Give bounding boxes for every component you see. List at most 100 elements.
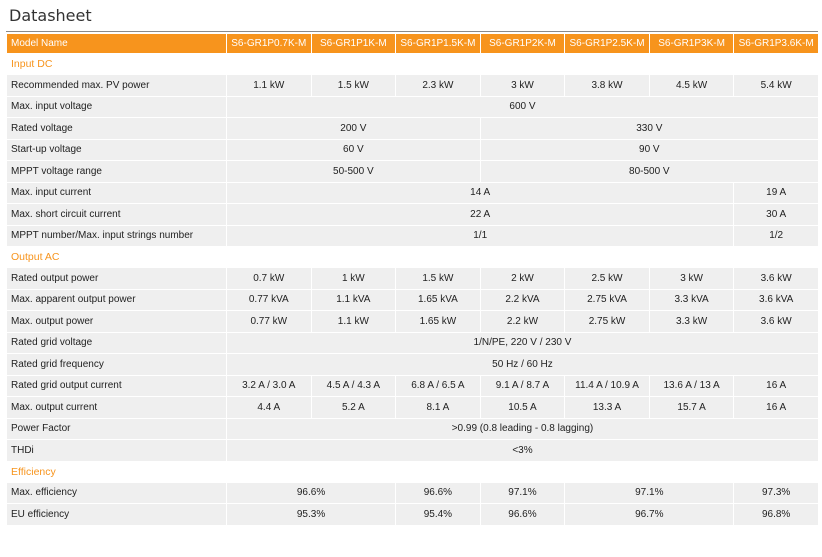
value-cell: <3% [226, 439, 819, 462]
value-cell: 1.1 kW [310, 310, 397, 333]
value-cell: 330 V [479, 117, 819, 140]
table-row: THDi <3% [6, 439, 819, 462]
value-cell: 96.7% [564, 503, 735, 526]
value-cell: >0.99 (0.8 leading - 0.8 lagging) [226, 417, 819, 440]
value-cell: 1/N/PE, 220 V / 230 V [226, 331, 819, 354]
table-row: Max. input voltage 600 V [6, 95, 819, 118]
section-title: Output AC [6, 246, 819, 268]
row-label: Rated grid output current [6, 374, 227, 397]
row-label: Start-up voltage [6, 138, 227, 161]
value-cell: 1.5 kW [395, 267, 481, 290]
section-header-row: Efficiency [6, 460, 819, 483]
value-cell: 2.75 kVA [564, 288, 650, 311]
table-row: Max. efficiency 96.6% 96.6% 97.1% 97.1% 97.3% [6, 481, 819, 504]
value-cell: 50-500 V [226, 160, 481, 183]
value-cell: 5.4 kW [733, 74, 819, 97]
value-cell: 600 V [226, 95, 819, 118]
section-header-row: Input DC [6, 53, 819, 75]
row-label: Rated voltage [6, 117, 227, 140]
table-row: Rated output power 0.7 kW 1 kW 1.5 kW 2 kW 2.… [6, 267, 819, 290]
value-cell: 0.77 kVA [226, 288, 312, 311]
value-cell: 22 A [225, 203, 735, 226]
row-label: MPPT number/Max. input strings number [6, 224, 227, 247]
value-cell: 3.6 kVA [733, 288, 819, 311]
value-cell: 1.1 kVA [310, 288, 397, 311]
section-title: Efficiency [6, 460, 819, 483]
value-cell: 96.6% [479, 503, 566, 526]
row-label: EU efficiency [6, 503, 227, 526]
row-label: MPPT voltage range [6, 160, 227, 183]
value-cell: 3.6 kW [733, 310, 819, 333]
title-divider [6, 31, 818, 32]
table-row: Start-up voltage 60 V 90 V [6, 138, 819, 161]
value-cell: 80-500 V [479, 160, 819, 183]
value-cell: 9.1 A / 8.7 A [479, 374, 566, 397]
row-label: Max. short circuit current [6, 203, 227, 226]
value-cell: 6.8 A / 6.5 A [395, 374, 481, 397]
value-cell: 14 A [225, 181, 735, 204]
table-row: Rated grid frequency 50 Hz / 60 Hz [6, 353, 819, 376]
row-label: Rated output power [6, 267, 227, 290]
value-cell: 0.7 kW [226, 267, 312, 290]
table-row: Max. apparent output power 0.77 kVA 1.1 kV… [6, 288, 819, 311]
model-column-header: S6-GR1P1K-M [310, 33, 397, 54]
value-cell: 1.65 kW [395, 310, 481, 333]
value-cell: 4.5 kW [648, 74, 735, 97]
table-body: Input DC Recommended max. PV power 1.1 kW 1… [6, 53, 819, 526]
model-column-header: S6-GR1P0.7K-M [226, 33, 312, 54]
value-cell: 2.5 kW [564, 267, 650, 290]
value-cell: 95.4% [395, 503, 481, 526]
row-label: Max. output power [6, 310, 227, 333]
table-row: Max. input current 14 A 19 A [6, 181, 819, 204]
value-cell: 1 kW [310, 267, 397, 290]
value-cell: 96.6% [395, 481, 481, 504]
value-cell: 1/1 [225, 224, 735, 247]
value-cell: 1/2 [733, 224, 819, 247]
value-cell: 10.5 A [479, 396, 566, 419]
value-cell: 60 V [226, 138, 481, 161]
model-column-header: S6-GR1P3.6K-M [733, 33, 819, 54]
row-label: Power Factor [6, 417, 227, 440]
value-cell: 3 kW [648, 267, 735, 290]
table-row: Max. short circuit current 22 A 30 A [6, 203, 819, 226]
value-cell: 0.77 kW [226, 310, 312, 333]
table-row: Rated grid output current 3.2 A / 3.0 A 4.… [6, 374, 819, 397]
table-row: Recommended max. PV power 1.1 kW 1.5 kW 2.3… [6, 74, 819, 97]
value-cell: 95.3% [225, 503, 397, 526]
value-cell: 3.3 kW [648, 310, 735, 333]
value-cell: 3 kW [479, 74, 566, 97]
model-column-header: S6-GR1P2.5K-M [564, 33, 650, 54]
value-cell: 2.2 kW [479, 310, 566, 333]
value-cell: 90 V [479, 138, 819, 161]
section-title: Input DC [6, 53, 819, 75]
row-label: Max. output current [6, 396, 227, 419]
table-row: Rated voltage 200 V 330 V [6, 117, 819, 140]
value-cell: 30 A [733, 203, 819, 226]
value-cell: 200 V [226, 117, 481, 140]
value-cell: 3.3 kVA [648, 288, 735, 311]
table-row: EU efficiency 95.3% 95.4% 96.6% 96.7% 96.8% [6, 503, 819, 526]
value-cell: 13.6 A / 13 A [648, 374, 735, 397]
value-cell: 16 A [733, 374, 819, 397]
value-cell: 3.2 A / 3.0 A [226, 374, 312, 397]
value-cell: 16 A [733, 396, 819, 419]
row-label: Recommended max. PV power [6, 74, 227, 97]
row-label: Rated grid voltage [6, 331, 227, 354]
table-header-row: Model Name S6-GR1P0.7K-M S6-GR1P1K-M S6-… [6, 33, 819, 54]
value-cell: 13.3 A [564, 396, 650, 419]
table-row: MPPT voltage range 50-500 V 80-500 V [6, 160, 819, 183]
row-label: Rated grid frequency [6, 353, 227, 376]
section-header-row: Output AC [6, 246, 819, 268]
value-cell: 3.6 kW [733, 267, 819, 290]
page-title: Datasheet [9, 6, 92, 25]
table-row: Max. output power 0.77 kW 1.1 kW 1.65 kW 2.2… [6, 310, 819, 333]
value-cell: 4.4 A [226, 396, 312, 419]
value-cell: 97.1% [564, 481, 735, 504]
row-label: THDi [6, 439, 227, 462]
value-cell: 5.2 A [310, 396, 397, 419]
value-cell: 50 Hz / 60 Hz [226, 353, 819, 376]
value-cell: 8.1 A [395, 396, 481, 419]
model-name-header: Model Name [6, 33, 227, 54]
value-cell: 97.3% [733, 481, 819, 504]
table-row: Power Factor >0.99 (0.8 leading - 0.8 lag… [6, 417, 819, 440]
